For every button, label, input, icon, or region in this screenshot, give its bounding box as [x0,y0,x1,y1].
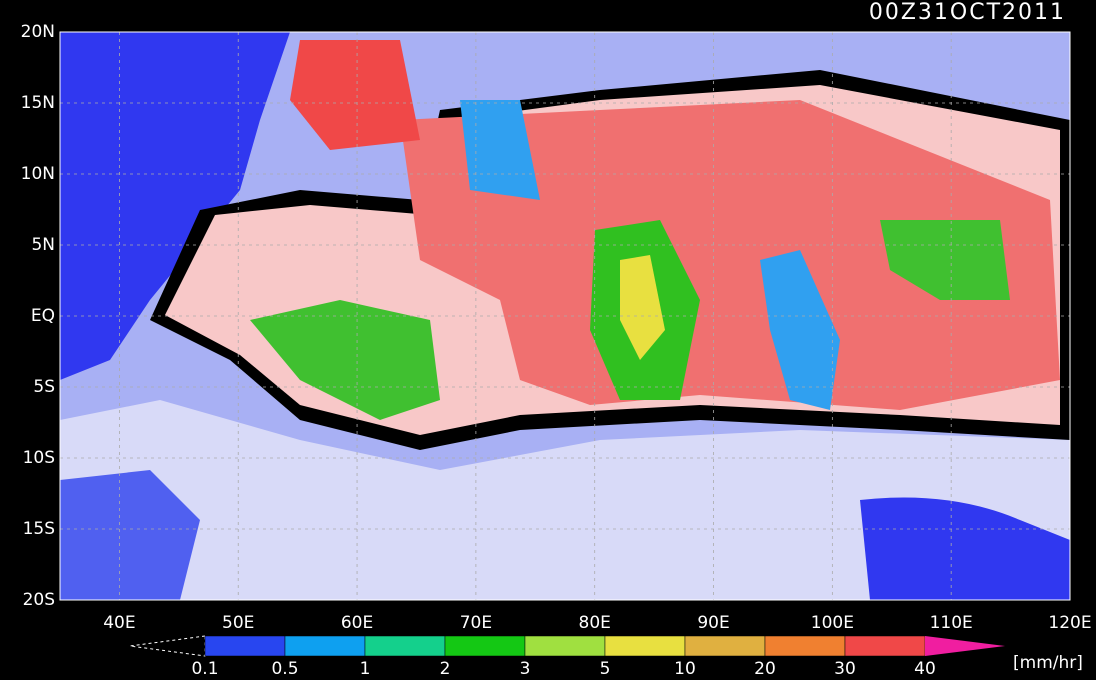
colorbar-label: 1 [360,659,371,679]
colorbar-box [764,635,846,657]
colorbar-label: 40 [914,659,936,679]
lat-label: 15S [23,519,55,539]
lat-label: 20N [21,22,55,42]
lat-label: 20S [23,590,55,610]
field-southwest [60,470,200,600]
lon-label: 50E [222,613,254,633]
colorbar-label: 3 [520,659,531,679]
field-moderate-rain [400,100,1060,410]
lat-label: 5N [31,235,55,255]
field-cell-north [290,40,420,150]
colorbar-label: 20 [754,659,776,679]
colorbar-box [284,635,366,657]
colorbar-box [364,635,446,657]
colorbar-label: 10 [674,659,696,679]
lon-label: 70E [460,613,492,633]
colorbar-under [129,635,206,657]
colorbar-box [444,635,526,657]
map-title: 00Z31OCT2011 [869,0,1066,25]
field-cell-bay [460,100,540,200]
colorbar-over [925,636,1005,656]
lon-label: 100E [811,613,854,633]
colorbar-box [604,635,686,657]
lat-label: 15N [21,93,55,113]
field-cell-far-east [880,220,1010,300]
colorbar-box [684,635,766,657]
colorbar-label: 30 [834,659,856,679]
colorbar-unit: [mm/hr] [1013,653,1083,673]
colorbar-box [204,635,286,657]
lon-label: 110E [930,613,973,633]
lat-label: 5S [33,377,55,397]
field-dry-southeast [860,497,1070,600]
lon-label: 80E [579,613,611,633]
map-frame [59,31,1071,601]
axis-labels: 20N 15N 10N 5N EQ 5S 10S 15S 20S 40E 50E 60E 70E 80E 9… [21,22,1092,633]
lon-label: 120E [1048,613,1091,633]
field-south [60,400,1070,600]
graticule [60,32,1070,600]
colorbar: 0.1 0.5 1 2 3 5 10 20 30 40 [129,635,1005,679]
field-dry-west [60,32,290,380]
field-cell-west [250,300,440,420]
lat-label: 10N [21,164,55,184]
lon-label: 90E [697,613,729,633]
colorbar-label: 2 [440,659,451,679]
colorbar-label: 5 [600,659,611,679]
lat-label: EQ [31,306,55,326]
colorbar-label: 0.5 [271,659,298,679]
colorbar-label: 0.1 [191,659,218,679]
lon-label: 60E [341,613,373,633]
lat-label: 10S [23,448,55,468]
colorbar-box [844,635,926,657]
lon-label: 40E [103,613,135,633]
field-cell-core [620,255,665,360]
colorbar-box [524,635,606,657]
field-cell-east [760,250,840,410]
